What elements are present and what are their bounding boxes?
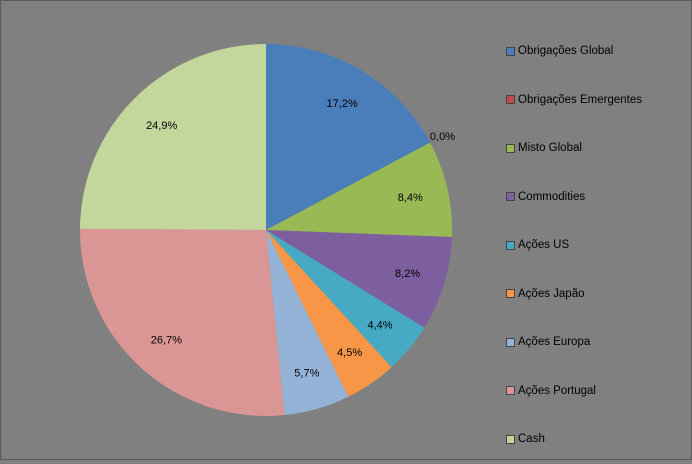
pie-slice (266, 142, 452, 238)
data-label: 24,9% (146, 120, 177, 132)
legend-swatch (506, 289, 515, 299)
legend-swatch (506, 386, 515, 396)
legend-label: Ações Portugal (518, 384, 596, 397)
legend-item: Ações Japão (506, 270, 691, 319)
pie-slice (80, 44, 267, 230)
legend-swatch (506, 46, 515, 56)
pie-slice (266, 230, 452, 328)
legend-item: Ações US (506, 221, 691, 270)
data-label: 5,7% (294, 367, 319, 379)
pie-slice (266, 230, 392, 397)
data-label: 0,0% (430, 131, 455, 143)
pie-slice (266, 230, 349, 416)
legend-swatch (506, 337, 515, 347)
data-label: 8,4% (398, 192, 423, 204)
legend-item: Obrigações Emergentes (506, 76, 691, 125)
data-labels: 17,2% 0,0% 8,4% 8,2% 4,4% 4,5% 5,7% 26,7% 24,9% (146, 98, 455, 379)
legend-swatch (506, 434, 515, 444)
legend-label: Obrigações Emergentes (518, 93, 643, 106)
data-label: 26,7% (151, 334, 182, 346)
legend-swatch (506, 95, 515, 105)
pie-slice (266, 44, 431, 230)
legend-label: Commodities (518, 190, 586, 203)
legend-label: Obrigações Global (518, 45, 614, 58)
data-label: 4,5% (337, 347, 362, 359)
legend-item: Misto Global (506, 124, 691, 173)
legend-item: Commodities (506, 173, 691, 222)
legend-label: Ações US (518, 239, 570, 252)
legend-label: Misto Global (518, 142, 582, 155)
legend: Obrigações Global Obrigações Emergentes Mi… (506, 27, 691, 464)
legend-label: Cash (518, 433, 545, 446)
pie-slice (80, 228, 285, 416)
data-label: 17,2% (327, 98, 358, 110)
legend-swatch (506, 143, 515, 153)
legend-item: Obrigações Global (506, 27, 691, 76)
legend-swatch (506, 240, 515, 250)
legend-item: Ações Portugal (506, 367, 691, 416)
pie-slice (266, 230, 425, 368)
legend-label: Ações Japão (518, 287, 585, 300)
legend-item: Cash (506, 415, 691, 464)
legend-item: Ações Europa (506, 318, 691, 367)
legend-label: Ações Europa (518, 336, 591, 349)
data-label: 8,2% (395, 268, 420, 280)
data-label: 4,4% (367, 319, 392, 331)
legend-swatch (506, 192, 515, 202)
